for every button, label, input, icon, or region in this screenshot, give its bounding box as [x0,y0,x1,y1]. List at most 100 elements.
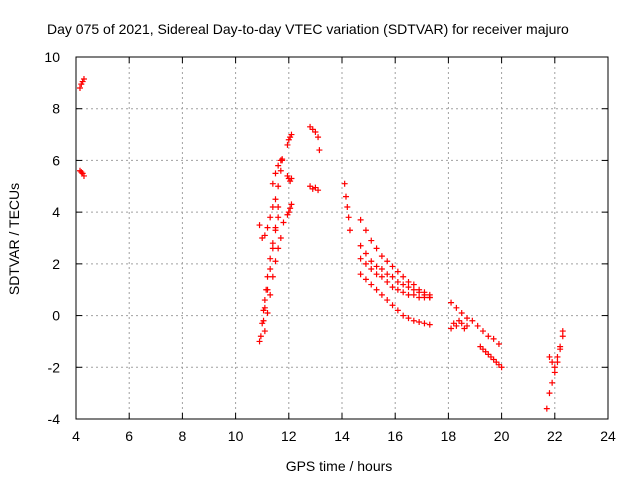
data-point [269,245,276,252]
x-tick-label: 24 [600,428,616,444]
data-point [264,309,271,316]
data-point [384,271,391,278]
data-point [410,291,417,298]
data-point [373,286,380,293]
grid [76,57,608,419]
series-arc-t [546,333,566,371]
data-point [498,364,505,371]
data-point [261,297,268,304]
series-arc-e [269,156,286,187]
x-tick-label: 18 [441,428,457,444]
data-point [362,227,369,234]
data-point [362,276,369,283]
data-point [267,214,274,221]
data-point [405,315,412,322]
data-point [368,281,375,288]
data-point [76,85,83,92]
data-point [275,245,282,252]
data-point [261,232,268,239]
data-point [288,131,295,138]
series-arc-g [284,172,295,185]
data-point [384,297,391,304]
data-point [421,294,428,301]
data-point [285,209,292,216]
data-point [554,353,561,360]
data-point [357,216,364,223]
data-point [554,359,561,366]
data-point [373,271,380,278]
data-point [80,75,87,82]
data-point [342,193,349,200]
data-point [400,312,407,319]
data-point [315,187,322,194]
series-arc-q [448,317,471,332]
data-point [416,289,423,296]
data-point [272,196,279,203]
x-tick-label: 12 [281,428,297,444]
y-tick-label: -2 [48,359,61,375]
data-point [551,369,558,376]
data-point [78,169,85,176]
data-point [362,250,369,257]
data-point [453,322,460,329]
data-point [389,302,396,309]
data-point [421,320,428,327]
data-point [469,317,476,324]
data-point [458,320,465,327]
data-point [464,315,471,322]
data-point [557,343,564,350]
data-point [474,322,481,329]
data-point [394,278,401,285]
series-arc-h [284,201,295,218]
data-point [267,291,274,298]
x-tick-label: 22 [547,428,563,444]
data-point [315,134,322,141]
data-point [256,338,263,345]
series-arc-k [341,180,353,234]
data-point [426,321,433,328]
data-point [256,222,263,229]
x-tick-label: 4 [72,428,80,444]
data-point [410,281,417,288]
data-point [357,255,364,262]
data-point [362,260,369,267]
data-point [309,185,316,192]
data-point [267,266,274,273]
y-tick-label: 10 [44,49,60,65]
data-point [357,271,364,278]
data-point [495,341,502,348]
data-point [490,335,497,342]
data-point [546,353,553,360]
data-point [261,304,268,311]
data-point [257,333,264,340]
data-point [405,278,412,285]
data-point [378,266,385,273]
x-tick-label: 20 [494,428,510,444]
y-tick-label: -4 [48,411,61,427]
data-point [260,317,267,324]
series-arc-b [256,157,286,241]
data-point [80,172,87,179]
data-point [549,359,556,366]
data-point [345,214,352,221]
data-point [373,245,380,252]
data-point [384,258,391,265]
series-arc-c [261,219,287,335]
data-point [344,203,351,210]
data-point [275,214,282,221]
data-point [405,284,412,291]
data-point [453,304,460,311]
series-arc-early-low [76,167,87,179]
series-arc-j [307,183,322,194]
data-point [264,286,271,293]
data-point [284,141,291,148]
data-point [378,291,385,298]
data-point [275,183,282,190]
y-tick-label: 2 [52,256,60,272]
y-tick-label: 6 [52,152,60,168]
data-point [261,328,268,335]
y-axis-label: SDTVAR / TECUs [6,183,22,295]
data-point [312,128,319,135]
data-point [378,253,385,260]
